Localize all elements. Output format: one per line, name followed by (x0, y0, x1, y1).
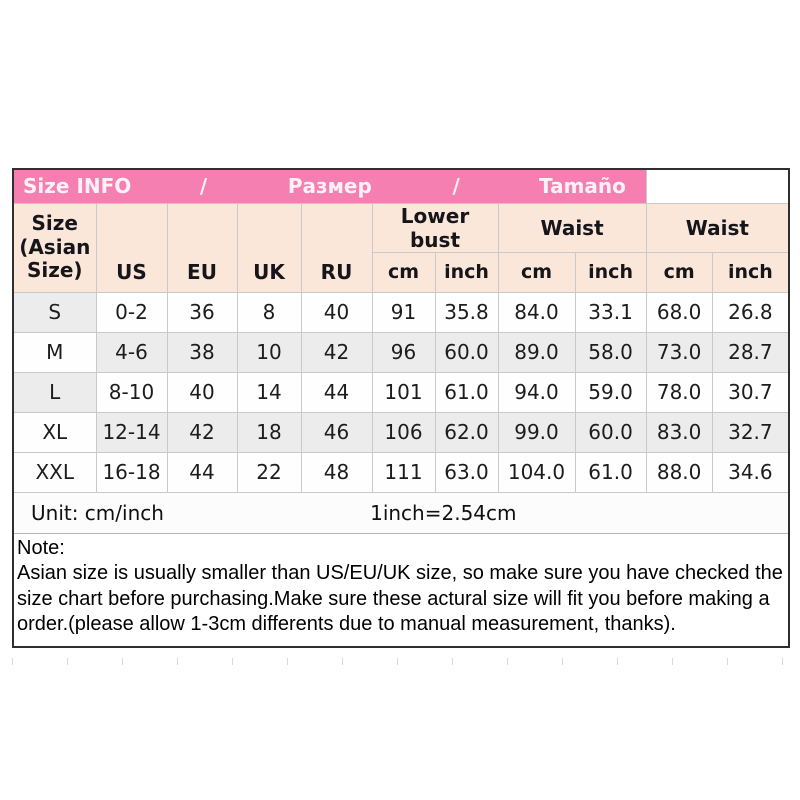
eu-cell: 38 (166, 331, 238, 373)
size-label-cell: M (12, 331, 97, 373)
lower-bust-inch-cell: 62.0 (434, 411, 499, 453)
unit-row: Unit: cm/inch 1inch=2.54cm (12, 491, 790, 534)
waist-cm-cell: 84.0 (497, 291, 576, 333)
lower-bust-inch-header: inch (434, 251, 499, 293)
lower-bust-inch-cell: 60.0 (434, 331, 499, 373)
inch-conversion-label: 1inch=2.54cm (370, 500, 517, 525)
uk-cell: 22 (236, 451, 302, 493)
ru-cell: 42 (300, 331, 373, 373)
lower-bust-cm-header: cm (371, 251, 436, 293)
lower-bust-cm-cell: 91 (371, 291, 436, 333)
lower-bust-inch-cell: 35.8 (434, 291, 499, 333)
waist2-inch-cell: 30.7 (711, 371, 790, 413)
waist2-inch-cell: 34.6 (711, 451, 790, 493)
waist-cm-cell: 94.0 (497, 371, 576, 413)
us-cell: 4-6 (95, 331, 168, 373)
ru-cell: 44 (300, 371, 373, 413)
note-title: Note: (17, 536, 65, 559)
next-table-top-edge (12, 657, 788, 665)
table-row-l: L 8-10 40 14 44 101 61.0 94.0 59.0 78.0 … (12, 371, 790, 413)
title-bar-row: Size INFO / Размер / Tamaño (12, 168, 790, 204)
size-label-cell: S (12, 291, 97, 333)
waist2-cm-cell: 73.0 (645, 331, 713, 373)
title-razmer: Размер (287, 174, 372, 199)
eu-header: EU (166, 202, 238, 293)
waist-cm-cell: 89.0 (497, 331, 576, 373)
us-cell: 12-14 (95, 411, 168, 453)
ru-cell: 46 (300, 411, 373, 453)
eu-cell: 42 (166, 411, 238, 453)
us-cell: 0-2 (95, 291, 168, 333)
eu-cell: 44 (166, 451, 238, 493)
waist-cm-cell: 104.0 (497, 451, 576, 493)
waist2-cm-cell: 68.0 (645, 291, 713, 333)
title-tamano: Tamaño (539, 174, 626, 199)
waist-inch-cell: 59.0 (574, 371, 647, 413)
us-cell: 16-18 (95, 451, 168, 493)
uk-cell: 18 (236, 411, 302, 453)
table-row-s: S 0-2 36 8 40 91 35.8 84.0 33.1 68.0 26.… (12, 291, 790, 333)
waist-cm-header: cm (497, 251, 576, 293)
size-chart-table: Size INFO / Размер / Tamaño Size (Asian … (12, 168, 791, 648)
lower-bust-cm-cell: 106 (371, 411, 436, 453)
waist2-header: Waist (645, 202, 790, 253)
uk-cell: 8 (236, 291, 302, 333)
title-bar-empty-cell (645, 168, 790, 204)
header-unit-row: cm inch cm inch cm inch (13, 251, 790, 293)
size-chart-page: Size INFO / Размер / Tamaño Size (Asian … (12, 168, 791, 665)
lower-bust-inch-cell: 63.0 (434, 451, 499, 493)
table-row-xl: XL 12-14 42 18 46 106 62.0 99.0 60.0 83.… (12, 411, 790, 453)
table-row-xxl: XXL 16-18 44 22 48 111 63.0 104.0 61.0 8… (12, 451, 790, 493)
lower-bust-inch-cell: 61.0 (434, 371, 499, 413)
note-body: Asian size is usually smaller than US/EU… (17, 562, 783, 636)
ru-cell: 40 (300, 291, 373, 333)
us-header: US (95, 202, 168, 293)
uk-cell: 14 (236, 371, 302, 413)
waist-inch-cell: 58.0 (574, 331, 647, 373)
lower-bust-cm-cell: 96 (371, 331, 436, 373)
ru-header: RU (300, 202, 373, 293)
size-label-cell: XXL (12, 451, 97, 493)
waist-inch-cell: 33.1 (574, 291, 647, 333)
waist2-cm-header: cm (645, 251, 713, 293)
waist-inch-header: inch (574, 251, 647, 293)
waist-cm-cell: 99.0 (497, 411, 576, 453)
waist2-cm-cell: 78.0 (645, 371, 713, 413)
unit-label: Unit: cm/inch (31, 500, 164, 525)
title-bar: Size INFO / Размер / Tamaño (12, 168, 647, 204)
waist2-inch-cell: 28.7 (711, 331, 790, 373)
eu-cell: 40 (166, 371, 238, 413)
title-slash-2: / (452, 174, 460, 199)
uk-header: UK (236, 202, 302, 293)
waist-header: Waist (497, 202, 647, 253)
waist-inch-cell: 60.0 (574, 411, 647, 453)
lower-bust-cm-cell: 101 (371, 371, 436, 413)
title-slash-1: / (199, 174, 208, 199)
size-label-cell: L (12, 371, 97, 413)
waist2-cm-cell: 83.0 (645, 411, 713, 453)
uk-cell: 10 (236, 331, 302, 373)
eu-cell: 36 (166, 291, 238, 333)
us-cell: 8-10 (95, 371, 168, 413)
lower-bust-header: Lower bust (371, 202, 499, 253)
size-label-cell: XL (12, 411, 97, 453)
header-group-row: Size (Asian Size) US EU UK RU Lower bust… (12, 202, 790, 293)
waist2-inch-cell: 32.7 (711, 411, 790, 453)
waist2-inch-cell: 26.8 (711, 291, 790, 333)
size-asian-header: Size (Asian Size) (12, 202, 97, 293)
ru-cell: 48 (300, 451, 373, 493)
title-size-info: Size INFO (23, 174, 132, 199)
waist2-inch-header: inch (711, 251, 790, 293)
note-row: Note: Asian size is usually smaller than… (12, 532, 790, 648)
table-row-m: M 4-6 38 10 42 96 60.0 89.0 58.0 73.0 28… (12, 331, 790, 373)
lower-bust-cm-cell: 111 (371, 451, 436, 493)
waist-inch-cell: 61.0 (574, 451, 647, 493)
waist2-cm-cell: 88.0 (645, 451, 713, 493)
